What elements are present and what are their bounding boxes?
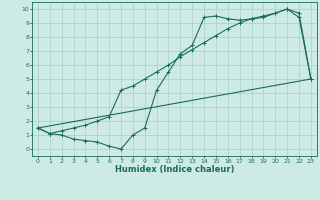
X-axis label: Humidex (Indice chaleur): Humidex (Indice chaleur) [115, 165, 234, 174]
